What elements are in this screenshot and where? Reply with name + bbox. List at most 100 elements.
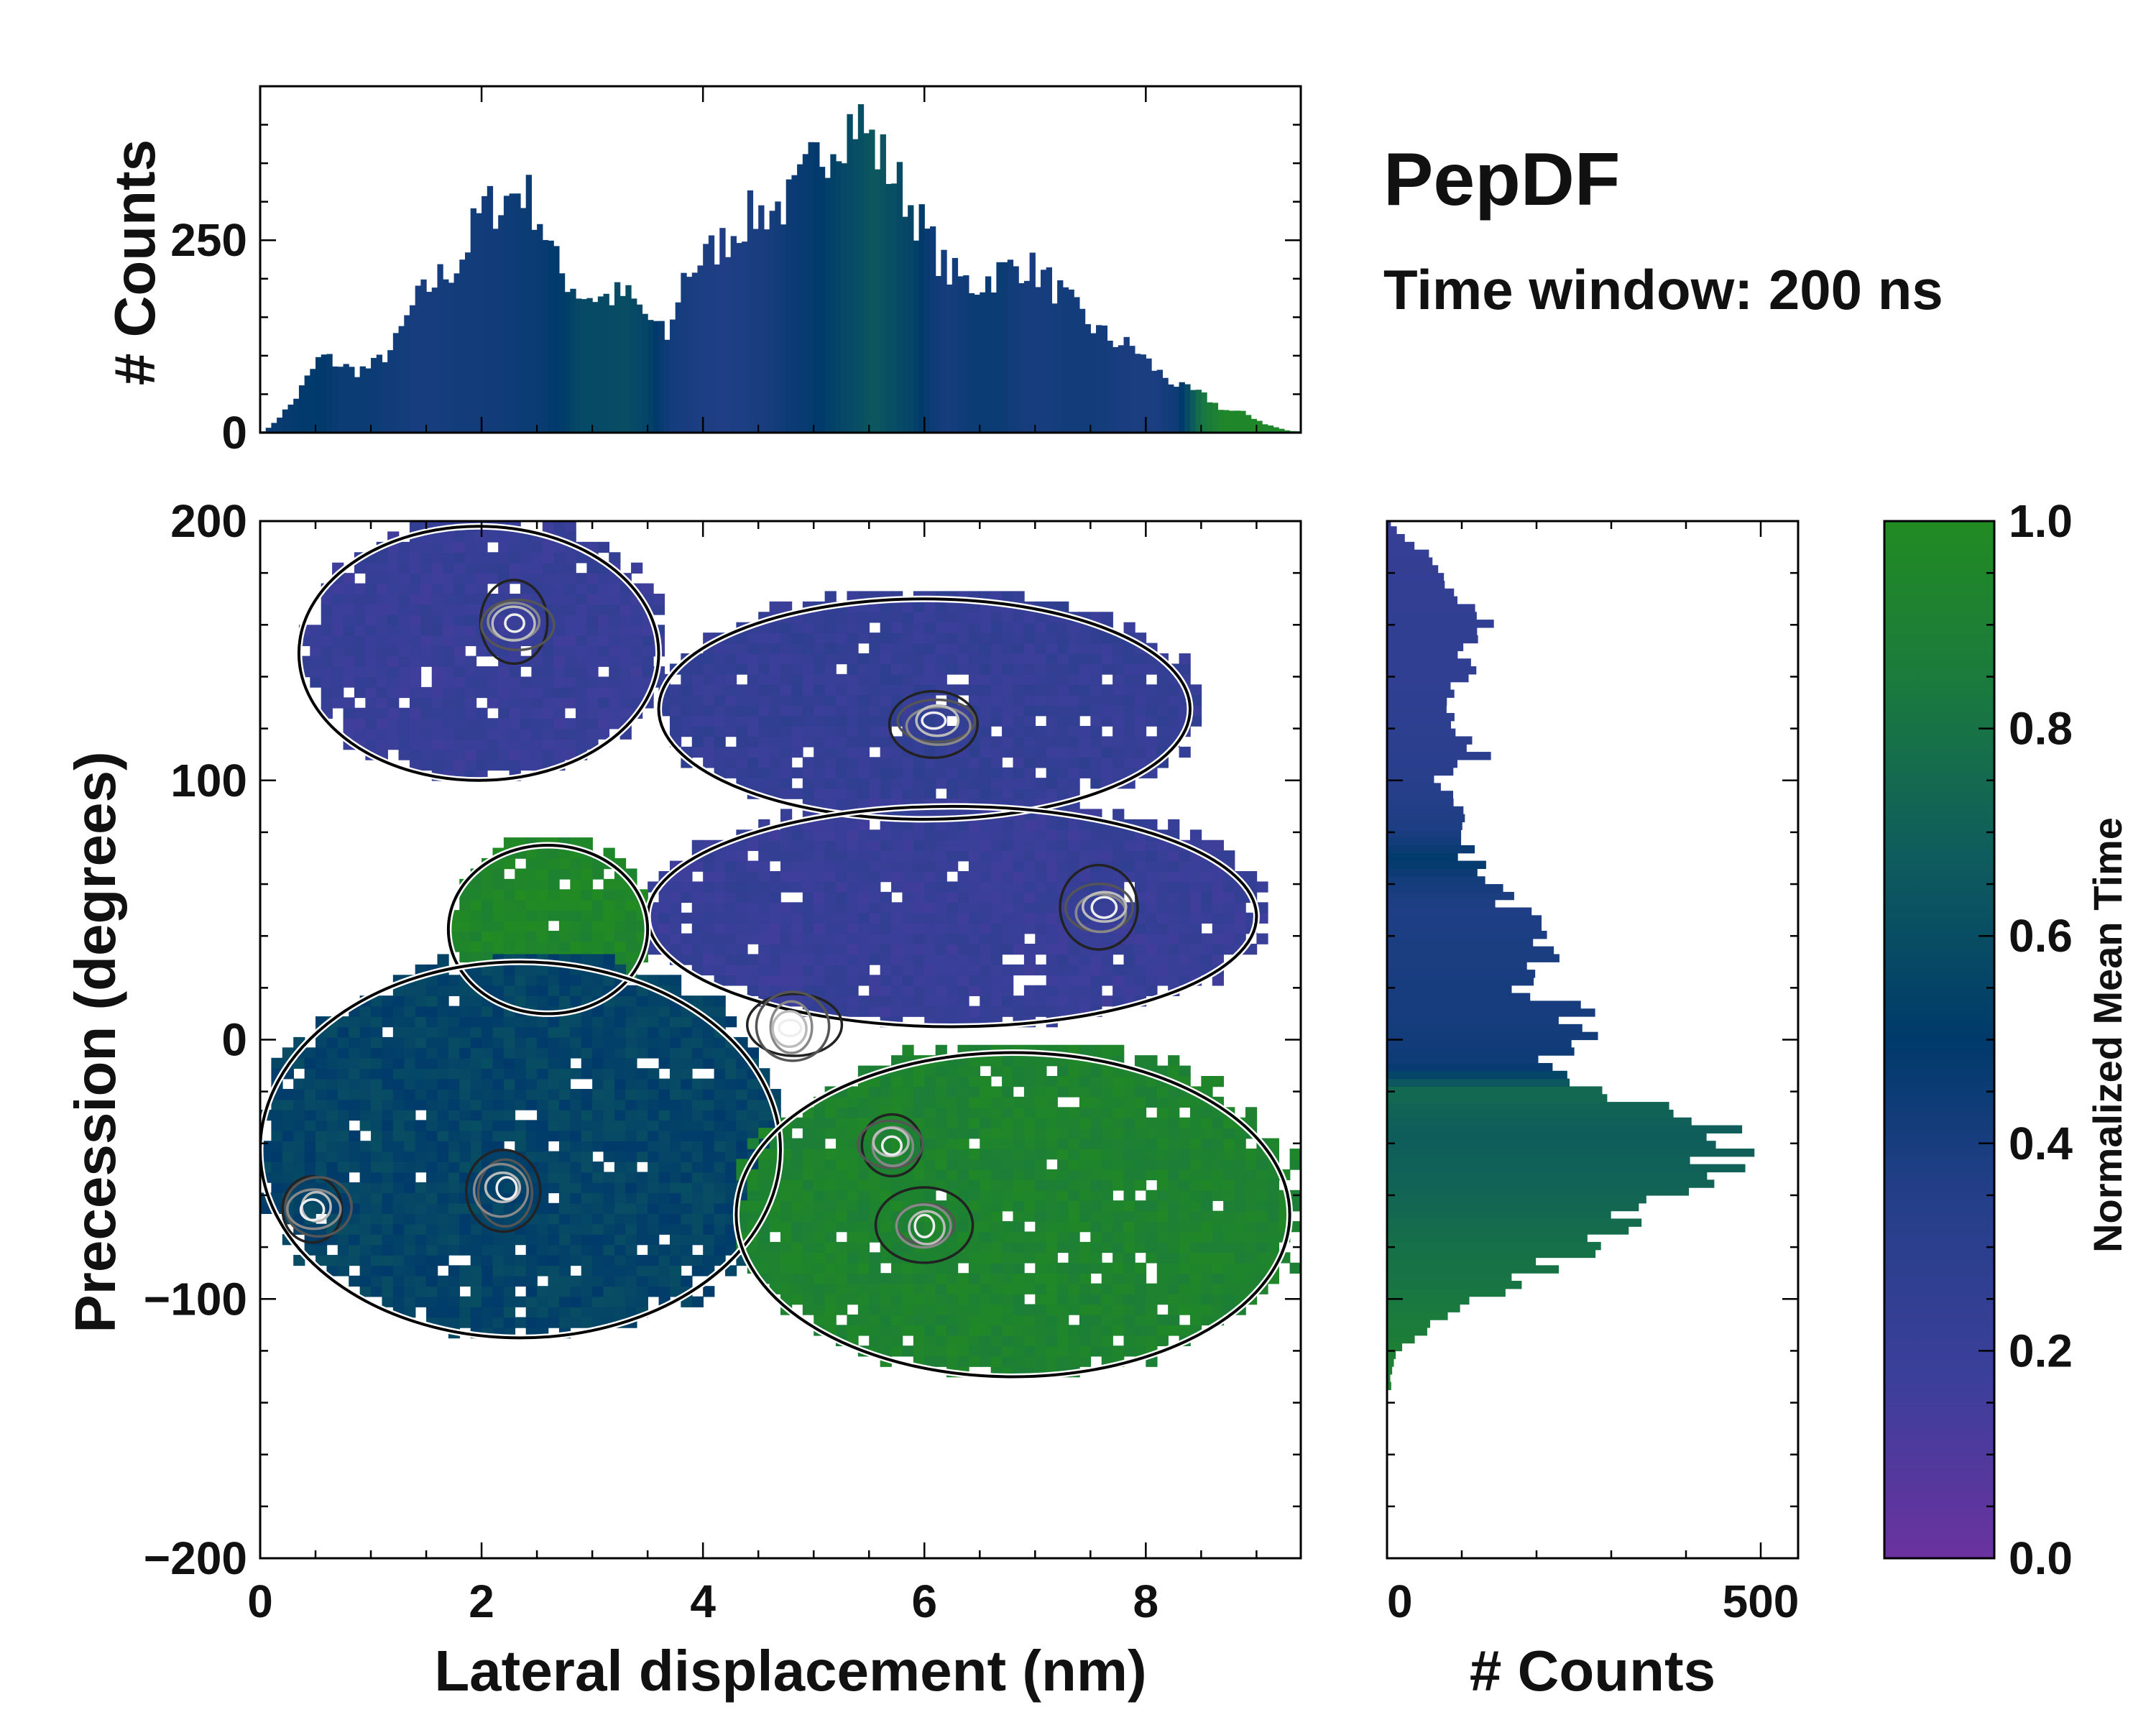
heatmap-cell	[448, 1192, 461, 1204]
heatmap-cell	[548, 1078, 560, 1090]
heatmap-cell	[681, 944, 693, 955]
heatmap-cell	[1002, 746, 1014, 758]
heatmap-cell	[691, 1120, 704, 1131]
heatmap-cell	[902, 1076, 914, 1087]
heatmap-cell	[968, 1149, 981, 1160]
heatmap-cell	[824, 985, 837, 996]
heatmap-cell	[802, 1294, 815, 1305]
heatmap-cell	[1112, 684, 1125, 696]
heatmap-cell	[1035, 1304, 1047, 1315]
heatmap-cell	[1013, 850, 1025, 862]
heatmap-cell	[902, 1294, 914, 1305]
heatmap-cell	[802, 632, 815, 644]
heatmap-cell	[891, 746, 903, 758]
heatmap-cell	[957, 767, 969, 778]
heatmap-cell	[1090, 736, 1102, 748]
heatmap-cell	[603, 1182, 615, 1194]
heatmap-cell	[509, 739, 521, 750]
heatmap-cell	[359, 1244, 372, 1256]
heatmap-cell	[376, 614, 388, 626]
heatmap-cell	[492, 1099, 505, 1110]
heatmap-cell	[669, 684, 682, 696]
heatmap-cell	[924, 995, 936, 1007]
heatmap-cell	[1023, 705, 1036, 717]
heatmap-cell	[758, 985, 770, 996]
top-histogram-bar	[653, 321, 660, 433]
heatmap-cell	[814, 1159, 826, 1170]
heatmap-cell	[625, 1057, 637, 1069]
heatmap-cell	[304, 1099, 316, 1110]
heatmap-cell	[824, 1241, 837, 1254]
heatmap-cell	[653, 604, 665, 615]
heatmap-cell	[780, 725, 793, 737]
heatmap-cell	[548, 975, 560, 986]
heatmap-cell	[1101, 612, 1113, 623]
heatmap-cell	[636, 1006, 648, 1017]
heatmap-cell	[448, 1244, 461, 1256]
heatmap-cell	[453, 562, 466, 574]
heatmap-cell	[836, 653, 848, 665]
heatmap-cell	[968, 1346, 981, 1357]
heatmap-cell	[586, 718, 599, 730]
heatmap-cell	[957, 1128, 969, 1139]
heatmap-cell	[453, 749, 466, 760]
heatmap-cell	[1002, 975, 1014, 986]
heatmap-cell	[376, 645, 388, 657]
heatmap-cell	[492, 1078, 505, 1090]
heatmap-cell	[1168, 871, 1180, 883]
heatmap-cell	[470, 995, 482, 1007]
heatmap-cell	[542, 686, 555, 699]
heatmap-cell	[1090, 715, 1102, 727]
heatmap-cell	[420, 562, 433, 574]
heatmap-cell	[1256, 902, 1268, 914]
heatmap-cell	[476, 645, 488, 657]
heatmap-cell	[736, 653, 748, 665]
heatmap-cell	[836, 767, 848, 778]
heatmap-cell	[857, 881, 870, 893]
heatmap-cell	[503, 1036, 516, 1049]
heatmap-cell	[824, 1304, 837, 1315]
heatmap-cell	[658, 1265, 671, 1276]
heatmap-cell	[836, 612, 848, 623]
heatmap-cell	[747, 871, 759, 883]
heatmap-cell	[365, 739, 377, 750]
heatmap-cell	[1179, 944, 1191, 955]
heatmap-cell	[957, 1107, 969, 1118]
heatmap-cell	[570, 878, 582, 891]
heatmap-cell	[869, 632, 881, 644]
heatmap-cell	[498, 759, 510, 771]
heatmap-cell	[382, 1223, 394, 1235]
heatmap-cell	[1013, 673, 1025, 686]
heatmap-cell	[409, 562, 422, 574]
heatmap-cell	[935, 850, 947, 862]
top-histogram-bar	[786, 179, 793, 433]
heatmap-cell	[1079, 1304, 1092, 1315]
heatmap-cell	[625, 1296, 637, 1307]
heatmap-cell	[365, 645, 377, 657]
heatmap-cell	[658, 1244, 671, 1256]
heatmap-cell	[1156, 891, 1169, 903]
heatmap-cell	[847, 829, 859, 841]
heatmap-cell	[980, 1314, 992, 1326]
heatmap-cell	[769, 964, 781, 976]
heatmap-cell	[525, 847, 538, 859]
heatmap-cell	[935, 902, 947, 914]
heatmap-cell	[691, 902, 704, 914]
heatmap-cell	[1035, 891, 1047, 903]
heatmap-cell	[924, 1262, 936, 1274]
heatmap-cell	[581, 930, 593, 942]
heatmap-cell	[924, 601, 936, 613]
heatmap-cell	[1046, 1138, 1058, 1149]
heatmap-cell	[581, 1192, 593, 1204]
heatmap-cell	[724, 1120, 737, 1131]
heatmap-cell	[1013, 1055, 1025, 1067]
heatmap-cell	[814, 643, 826, 654]
heatmap-cell	[691, 1016, 704, 1028]
heatmap-cell	[525, 1141, 538, 1152]
heatmap-cell	[648, 1275, 660, 1287]
heatmap-cell	[581, 975, 593, 986]
heatmap-cell	[980, 829, 992, 841]
heatmap-cell	[581, 1244, 593, 1256]
heatmap-cell	[443, 676, 455, 688]
heatmap-cell	[1002, 778, 1014, 789]
